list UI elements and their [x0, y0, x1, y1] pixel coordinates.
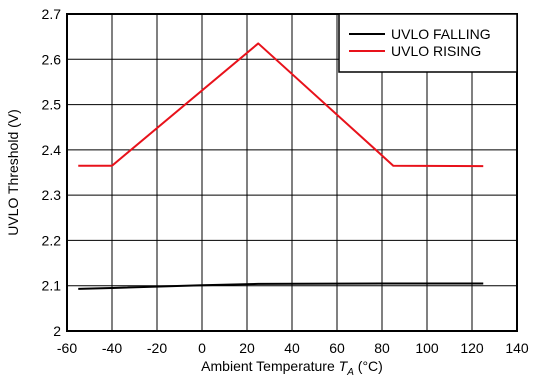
x-axis-title: Ambient Temperature TA (°C): [201, 358, 383, 377]
y-tick-label: 2.4: [42, 142, 62, 158]
y-tick-label: 2: [53, 323, 61, 339]
x-tick-label: 100: [415, 340, 439, 356]
legend-label-uvlo-falling: UVLO FALLING: [391, 26, 491, 42]
x-axis-title-main: Ambient Temperature: [201, 358, 338, 374]
series-line-uvlo-falling: [78, 282, 484, 290]
x-tick-label: 80: [374, 340, 390, 356]
x-tick-labels: -60 -40 -20 0 20 40 60 80 100 120 140: [57, 340, 529, 356]
x-tick-label: -20: [147, 340, 167, 356]
legend-label-uvlo-rising: UVLO RISING: [391, 43, 481, 59]
x-tick-label: 0: [198, 340, 206, 356]
y-tick-label: 2.2: [42, 232, 62, 248]
series-group: [78, 42, 484, 290]
x-tick-label: 60: [329, 340, 345, 356]
y-tick-labels: 2 2.1 2.2 2.3 2.4 2.5 2.6 2.7: [42, 6, 62, 339]
x-tick-label: 20: [239, 340, 255, 356]
y-tick-label: 2.1: [42, 278, 62, 294]
plot-frame: [66, 13, 518, 332]
x-axis-subscript: A: [346, 367, 354, 377]
x-tick-label: 40: [284, 340, 300, 356]
x-axis-symbol: T: [339, 358, 349, 374]
y-tick-label: 2.7: [42, 6, 62, 22]
series-line-uvlo-rising: [78, 42, 484, 168]
x-tick-label: 140: [505, 340, 529, 356]
x-tick-label: -40: [102, 340, 122, 356]
x-axis-unit: (°C): [354, 358, 383, 374]
y-tick-label: 2.5: [42, 97, 62, 113]
x-tick-label: -60: [57, 340, 77, 356]
y-tick-label: 2.3: [42, 187, 62, 203]
x-tick-label: 120: [460, 340, 484, 356]
y-axis-title: UVLO Threshold (V): [5, 109, 21, 236]
legend-box: [338, 13, 518, 73]
y-tick-label: 2.6: [42, 51, 62, 67]
